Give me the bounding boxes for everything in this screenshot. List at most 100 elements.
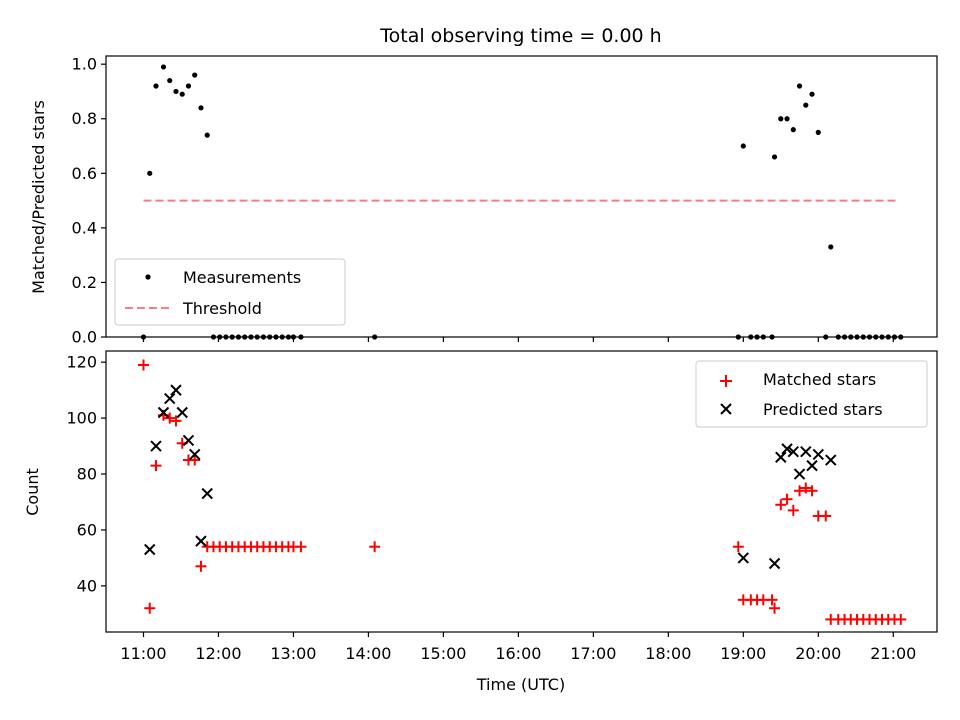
predicted-star-point xyxy=(793,468,806,480)
measurement-point xyxy=(740,143,746,149)
measurement-point xyxy=(185,83,192,89)
matched-star-point xyxy=(732,541,744,553)
bottom-x-tick-label: 17:00 xyxy=(570,644,616,663)
predicted-star-point xyxy=(144,543,156,556)
predicted-star-point xyxy=(201,487,213,500)
measurement-point xyxy=(198,105,204,111)
bottom-x-tick-label: 15:00 xyxy=(420,644,466,663)
measurement-point xyxy=(828,244,834,250)
bottom-x-axis: 11:00 12:00 13:00 14:00 15:00 16:00 17:00 18:00… xyxy=(120,632,916,663)
predicted-star-point xyxy=(812,448,824,461)
matched-star-point xyxy=(150,460,162,472)
top-y-tick-label: 0.0 xyxy=(72,328,97,347)
bottom-y-axis-label: Count xyxy=(23,468,42,516)
matched-star-point xyxy=(189,454,201,466)
measurement-point xyxy=(796,83,803,89)
measurement-point xyxy=(769,334,775,340)
matched-star-point xyxy=(137,359,149,371)
measurement-point xyxy=(279,334,285,340)
top-y-axis-label: Matched/Predicted stars xyxy=(29,100,48,294)
measurement-point xyxy=(204,132,210,138)
measurement-point xyxy=(815,129,821,135)
top-y-tick-label: 0.8 xyxy=(72,109,97,128)
bottom-x-tick-label: 11:00 xyxy=(120,644,166,663)
matched-star-point xyxy=(806,485,818,497)
threshold-legend-label: Threshold xyxy=(182,299,262,318)
measurement-point xyxy=(160,64,167,70)
predicted-star-point xyxy=(164,392,176,405)
bottom-y-tick-label: 100 xyxy=(66,409,97,428)
bottom-x-tick-label: 14:00 xyxy=(345,644,391,663)
top-plot-area xyxy=(140,64,904,340)
predicted-star-point xyxy=(189,448,201,461)
matched-star-point xyxy=(144,602,156,614)
matched-star-point xyxy=(766,594,778,606)
predicted-star-point xyxy=(182,434,195,447)
measurement-point xyxy=(879,334,885,340)
measurement-point xyxy=(223,334,229,340)
measurement-point xyxy=(754,334,760,340)
predicted-legend-label: Predicted stars xyxy=(763,400,883,419)
matched-star-point xyxy=(369,541,381,553)
measurement-point xyxy=(760,334,766,340)
measurement-point xyxy=(866,334,873,340)
measurement-point xyxy=(854,334,860,340)
predicted-star-point xyxy=(195,535,207,547)
predicted-legend-marker xyxy=(720,403,732,415)
measurement-point xyxy=(229,334,235,340)
predicted-star-point xyxy=(170,384,182,396)
bottom-x-tick-label: 21:00 xyxy=(870,644,916,663)
measurement-point xyxy=(784,116,790,122)
measurement-point xyxy=(267,334,273,340)
measurement-point xyxy=(778,116,784,122)
matched-star-point xyxy=(775,499,787,511)
predicted-star-point xyxy=(825,454,837,466)
bottom-legend: Matched stars Predicted stars xyxy=(695,360,928,428)
measurement-point xyxy=(873,334,879,340)
measurement-point xyxy=(885,334,891,340)
matched-star-point xyxy=(820,510,832,522)
measurement-point xyxy=(790,127,796,133)
bottom-y-tick-label: 120 xyxy=(66,353,97,372)
bottom-axes-frame xyxy=(105,350,938,633)
measurement-point xyxy=(841,334,848,340)
measurement-point xyxy=(771,154,778,160)
bottom-y-tick-label: 40 xyxy=(77,576,97,595)
measurement-point xyxy=(809,91,815,97)
measurement-point xyxy=(179,91,185,97)
predicted-star-point xyxy=(781,443,793,455)
predicted-star-point xyxy=(737,552,750,564)
measurement-point xyxy=(285,334,292,340)
matched-star-point xyxy=(195,560,207,572)
measurement-point xyxy=(748,334,754,340)
bottom-x-tick-label: 16:00 xyxy=(495,644,541,663)
predicted-star-point xyxy=(768,557,781,570)
top-y-tick-label: 0.2 xyxy=(72,273,97,292)
matched-star-point xyxy=(769,602,781,614)
measurement-point xyxy=(803,102,809,108)
matched-star-point xyxy=(895,613,907,625)
top-legend: Measurements Threshold xyxy=(114,258,346,326)
matched-star-point xyxy=(295,541,307,553)
matched-star-point xyxy=(800,482,812,494)
bottom-x-tick-label: 13:00 xyxy=(270,644,316,663)
top-y-tick-label: 1.0 xyxy=(72,55,97,74)
predicted-star-point xyxy=(787,445,800,458)
predicted-star-point xyxy=(157,406,170,419)
measurement-point xyxy=(167,77,173,84)
predicted-star-point xyxy=(150,440,162,452)
matched-legend-marker xyxy=(720,375,732,387)
measurement-point xyxy=(860,334,866,340)
measurement-point xyxy=(192,72,198,78)
x-axis-label: Time (UTC) xyxy=(476,675,565,694)
bottom-x-tick-label: 18:00 xyxy=(645,644,691,663)
bottom-plot-area xyxy=(137,359,907,625)
measurement-point xyxy=(242,334,248,340)
top-y-tick-label: 0.6 xyxy=(72,164,97,183)
measurement-point xyxy=(173,88,179,95)
measurement-point xyxy=(210,334,217,340)
matched-star-point xyxy=(164,412,176,424)
matched-star-point xyxy=(787,504,799,516)
top-y-axis: 0.0 0.2 0.4 0.6 0.8 1.0 xyxy=(72,55,106,347)
